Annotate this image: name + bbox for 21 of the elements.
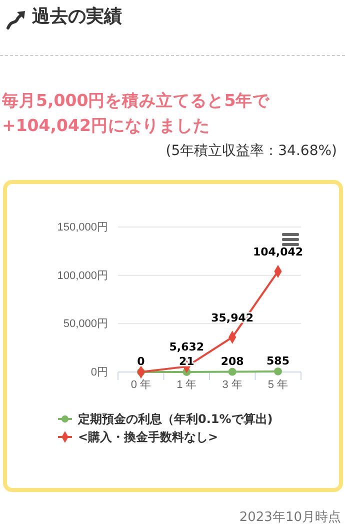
data-label: 0 [137, 355, 146, 368]
data-label: 104,042 [252, 245, 304, 258]
text: (5年積立収益率：34.68%) [166, 142, 337, 160]
legend-label: <購入・換金手数料なし> [78, 430, 218, 444]
x-tick-label: 0 年 [130, 378, 152, 391]
y-tick-label: 100,000円 [57, 270, 108, 282]
text: 2023年10月時点 [239, 509, 341, 525]
x-tick-label: 1 年 [176, 378, 197, 391]
chart-title: 過去の実績 [32, 5, 122, 28]
legend-label: 定期預金の利息（年利0.1%で算出) [77, 412, 273, 426]
y-tick-label: 0円 [90, 366, 108, 379]
data-label: 5,632 [169, 340, 204, 354]
chart-subtitle: 毎月5,000円を積み立てると5年で+104,042円になりました [2, 90, 271, 137]
y-tick-label: 50,000円 [63, 318, 108, 330]
point [228, 368, 236, 376]
data-label: 585 [266, 354, 290, 368]
x-tick-label: 3 年 [222, 378, 242, 391]
data-label: 208 [220, 354, 244, 368]
x-tick-label: 5 年 [268, 378, 288, 391]
y-tick-label: 150,000円 [57, 222, 108, 234]
point [274, 367, 282, 376]
